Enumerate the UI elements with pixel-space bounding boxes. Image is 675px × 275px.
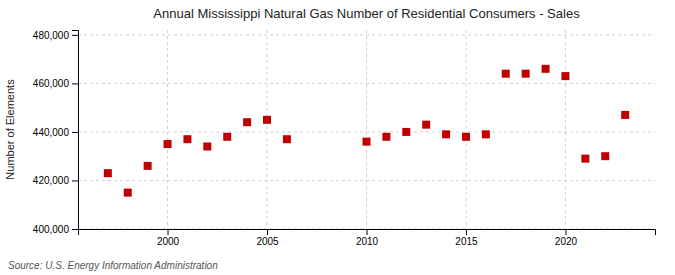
- y-axis-title: Number of Elements: [4, 79, 16, 180]
- point: [502, 70, 510, 78]
- tick-mark: [72, 180, 78, 181]
- point: [124, 189, 132, 197]
- tick-label: 420,000: [33, 175, 70, 186]
- point: [462, 133, 470, 141]
- grid-line: [366, 30, 367, 229]
- grid-line: [565, 30, 566, 229]
- tick-label: 2010: [356, 236, 379, 247]
- tick: 480,000: [33, 30, 78, 41]
- tick-label: 2020: [555, 236, 578, 247]
- point: [382, 133, 390, 141]
- tick-label: 400,000: [33, 224, 70, 235]
- tick-label: 2000: [157, 236, 180, 247]
- point: [442, 130, 450, 138]
- tick-label: 440,000: [33, 127, 70, 138]
- point: [542, 65, 550, 73]
- tick-mark: [72, 132, 78, 133]
- point: [144, 162, 152, 170]
- tick: 2020: [555, 229, 578, 247]
- tick-label: 480,000: [33, 30, 70, 41]
- point: [283, 135, 291, 143]
- y-axis: 400,000 420,000 440,000 460,000 480,000: [33, 30, 79, 235]
- point: [203, 142, 211, 150]
- grid-line: [267, 30, 268, 229]
- tick: 2000: [157, 229, 180, 247]
- chart: 2000 2005 2010 2015 2020 400,000 420,000 440,00…: [0, 0, 675, 275]
- marks: [104, 65, 629, 197]
- tick-label: 2015: [455, 236, 478, 247]
- tick-mark: [72, 229, 78, 230]
- tick-mark: [367, 229, 368, 235]
- tick: 440,000: [33, 127, 78, 138]
- axis-line: [79, 230, 656, 236]
- point: [164, 140, 172, 148]
- x-grid: [168, 30, 566, 229]
- tick-mark: [565, 229, 566, 235]
- tick-mark: [466, 229, 467, 235]
- point: [581, 155, 589, 163]
- tick-label: 2005: [256, 236, 279, 247]
- point: [601, 152, 609, 160]
- point: [104, 169, 112, 177]
- tick-mark: [168, 229, 169, 235]
- point: [363, 138, 371, 146]
- point: [223, 133, 231, 141]
- point: [402, 128, 410, 136]
- tick: 420,000: [33, 175, 78, 186]
- point: [482, 130, 490, 138]
- point: [522, 70, 530, 78]
- point: [422, 121, 430, 129]
- tick: 2005: [256, 229, 279, 247]
- point: [183, 135, 191, 143]
- tick-label: 460,000: [33, 78, 70, 89]
- annotation: Source: U.S. Energy Information Administ…: [8, 260, 218, 271]
- tick-mark: [72, 83, 78, 84]
- tick: 2010: [356, 229, 379, 247]
- tick-mark: [72, 35, 78, 36]
- point: [621, 111, 629, 119]
- point: [243, 118, 251, 126]
- plot-area: 2000 2005 2010 2015 2020 400,000 420,000 440,00…: [33, 30, 656, 248]
- point: [263, 116, 271, 124]
- point: [561, 72, 569, 80]
- title: Annual Mississippi Natural Gas Number of…: [153, 6, 580, 21]
- tick: 460,000: [33, 78, 78, 89]
- grid-line: [167, 30, 168, 229]
- axis-line: [72, 31, 79, 230]
- grid-line: [78, 83, 655, 84]
- tick-mark: [267, 229, 268, 235]
- grid-line: [78, 34, 655, 35]
- tick: 400,000: [33, 224, 78, 235]
- x-axis: 2000 2005 2010 2015 2020: [79, 229, 656, 247]
- grid-line: [465, 30, 466, 229]
- tick: 2015: [455, 229, 478, 247]
